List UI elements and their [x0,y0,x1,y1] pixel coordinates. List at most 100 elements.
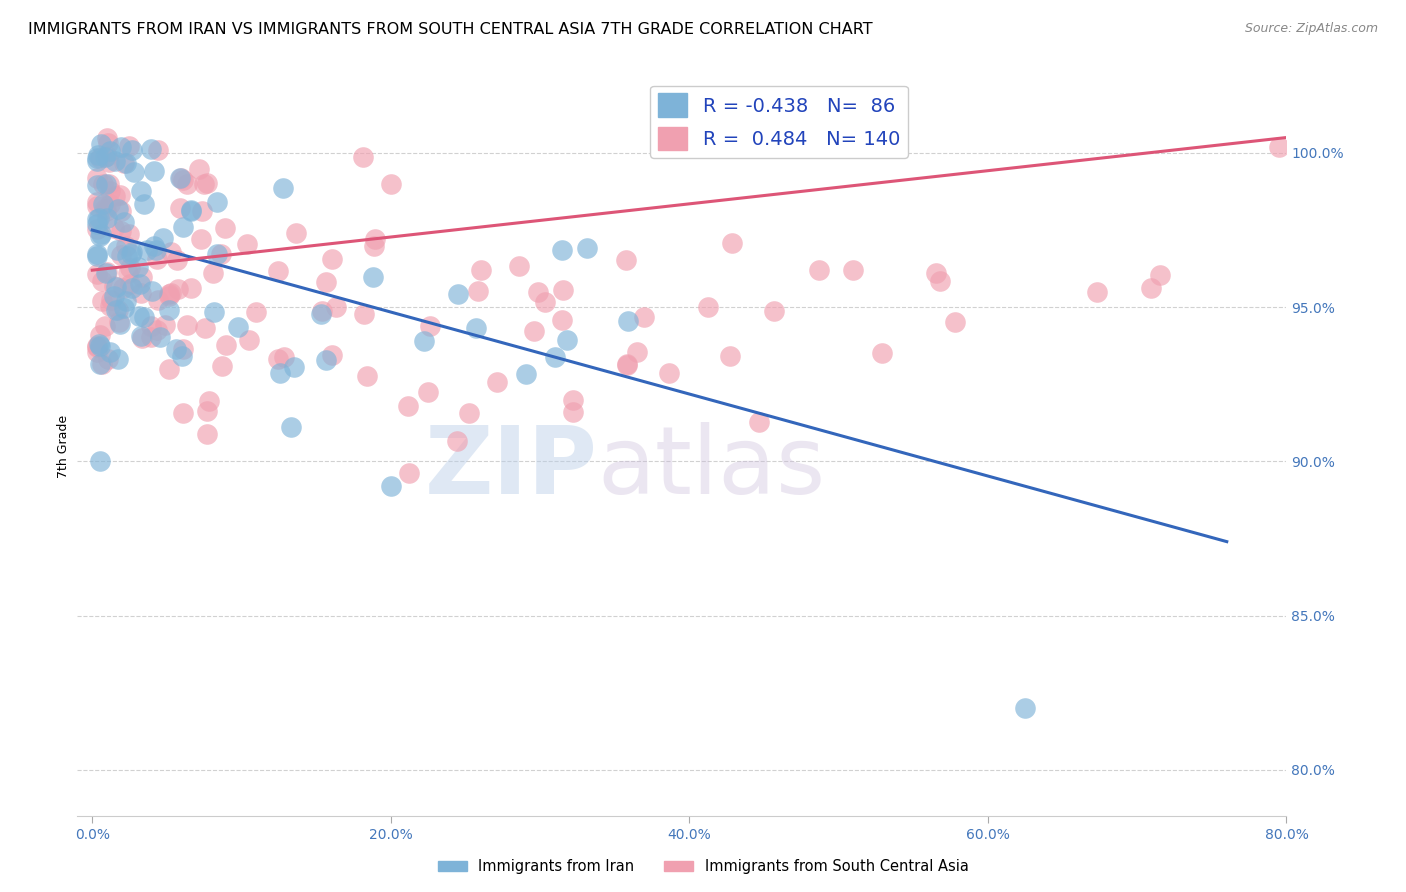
Point [120,277,142,292]
Point [86,339,108,353]
Point [128,310,150,324]
Point [86,250,108,264]
Point [555,333,578,347]
Point [103,220,125,235]
Point [1149,268,1171,282]
Point [215,338,238,352]
Point [157,303,180,318]
Point [129,277,152,291]
Point [273,351,295,365]
Point [202,305,225,319]
Point [214,221,236,235]
Point [157,289,180,303]
Point [808,263,831,277]
Point [108,315,131,329]
Point [356,369,378,384]
Point [321,252,343,267]
Point [115,156,138,170]
Point [1014,701,1036,715]
Point [172,173,194,187]
Point [280,420,302,434]
Point [86,217,108,231]
Text: atlas: atlas [598,422,825,514]
Point [86,178,108,193]
Point [98,299,121,313]
Point [155,318,177,332]
Text: Source: ZipAtlas.com: Source: ZipAtlas.com [1244,22,1378,36]
Point [139,330,162,344]
Point [616,358,638,372]
Point [157,361,180,376]
Point [86,154,108,169]
Point [172,406,194,420]
Point [91,293,114,308]
Point [209,247,232,261]
Point [143,238,166,252]
Point [104,189,127,203]
Point [267,351,290,366]
Point [86,267,108,281]
Point [86,340,108,354]
Point [842,263,865,277]
Point [188,161,211,176]
Point [121,280,143,294]
Point [132,310,155,324]
Point [124,164,146,178]
Point [149,330,172,344]
Point [166,252,188,267]
Point [718,349,741,363]
Point [86,199,108,213]
Point [112,156,135,170]
Point [363,238,385,252]
Point [103,278,125,293]
Point [1140,280,1163,294]
Point [170,350,193,364]
Point [464,321,486,335]
Point [167,281,190,295]
Point [447,287,470,301]
Point [86,247,108,261]
Point [202,266,225,280]
Point [96,211,118,226]
Point [96,266,118,280]
Point [139,142,162,156]
Point [412,334,434,349]
Point [522,324,544,338]
Point [551,313,574,327]
Point [311,303,333,318]
Point [141,284,163,298]
Point [353,307,375,321]
Point [616,357,638,371]
Point [172,219,194,234]
Point [117,267,139,281]
Point [129,285,152,300]
Point [146,293,169,307]
Point [311,307,333,321]
Point [458,406,481,420]
Point [616,253,638,268]
Point [193,178,215,192]
Point [110,248,132,262]
Point [396,399,419,413]
Y-axis label: 7th Grade: 7th Grade [58,415,70,477]
Point [325,301,347,315]
Point [763,304,786,318]
Point [121,245,143,260]
Point [238,334,260,348]
Point [194,321,217,335]
Point [97,352,120,367]
Point [87,147,110,161]
Point [110,140,132,154]
Point [562,405,585,419]
Point [103,289,125,303]
Point [315,275,337,289]
Point [658,366,681,380]
Point [165,342,187,356]
Point [361,270,384,285]
Point [1085,285,1108,299]
Point [104,280,127,294]
Text: ZIP: ZIP [425,422,598,514]
Point [267,263,290,277]
Point [98,144,121,158]
Point [380,479,402,493]
